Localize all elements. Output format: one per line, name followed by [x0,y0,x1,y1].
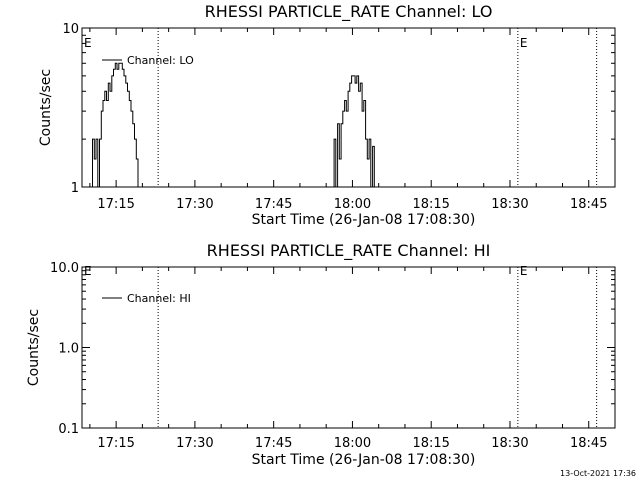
x-tick-label: 18:15 [412,436,449,451]
plot-frame [81,27,616,188]
x-tick-label: 18:30 [491,197,528,212]
timestamp-text: 13-Oct-2021 17:36 [560,469,636,478]
x-axis-label: Start Time (26-Jan-08 17:08:30) [252,212,476,228]
y-tick-label: 1.0 [58,342,79,357]
event-marker: E [84,264,92,278]
x-axis-label: Start Time (26-Jan-08 17:08:30) [252,452,476,468]
x-tick-label: 18:15 [412,197,449,212]
chart-title: RHESSI PARTICLE_RATE Channel: LO [205,2,493,22]
x-tick-label: 17:45 [255,197,292,212]
series-line [90,62,377,188]
legend-label: Channel: HI [127,292,191,305]
panel-lo-channel: RHESSI PARTICLE_RATE Channel: LO 17:15 17:… [38,2,616,228]
legend-label: Channel: LO [127,54,194,67]
x-tick-label: 18:45 [570,436,607,451]
panel-hi-channel: RHESSI PARTICLE_RATE Channel: HI 17:15 17:… [26,241,616,468]
y-axis-label: Counts/sec [26,309,42,386]
event-marker: E [520,36,528,50]
x-tick-label: 18:30 [491,436,528,451]
event-marker: E [84,36,92,50]
x-tick-label: 17:45 [255,436,292,451]
y-tick-label: 10.0 [50,261,79,276]
x-tick-label: 17:15 [97,436,134,451]
event-marker: E [520,264,528,278]
y-tick-label: 10 [62,22,79,37]
x-tick-label: 18:00 [334,197,371,212]
x-tick-label: 18:00 [334,436,371,451]
x-tick-label: 18:45 [570,197,607,212]
y-axis-label: Counts/sec [38,69,54,146]
y-tick-label: 1 [71,181,79,196]
chart-title: RHESSI PARTICLE_RATE Channel: HI [207,241,491,261]
x-tick-label: 17:15 [97,197,134,212]
y-tick-label: 0.1 [58,422,79,437]
x-tick-label: 17:30 [176,197,213,212]
x-tick-label: 17:30 [176,436,213,451]
